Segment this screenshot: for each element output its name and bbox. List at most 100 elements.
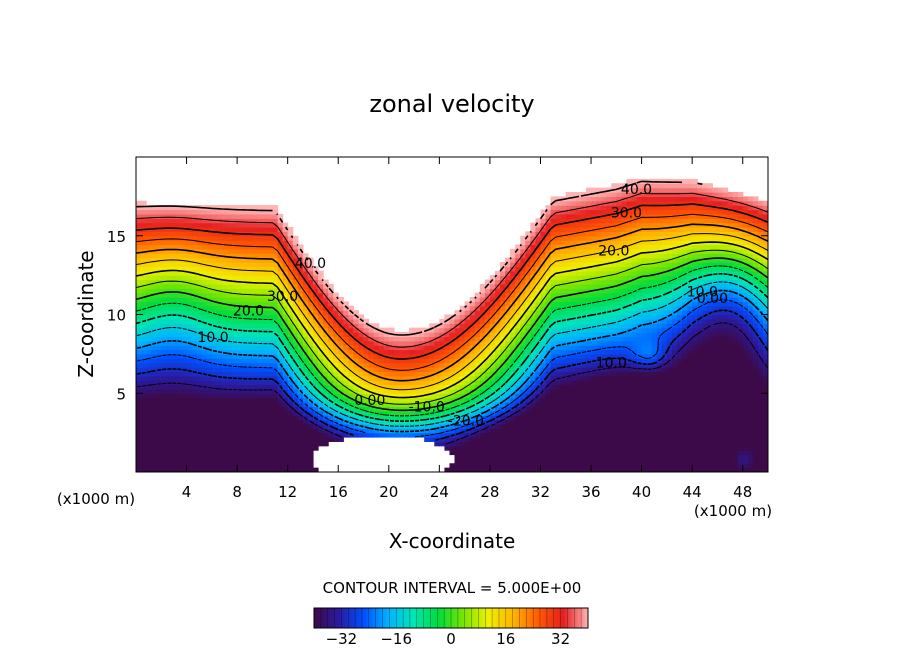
field-cell <box>484 362 491 368</box>
field-cell <box>267 410 274 416</box>
field-cell <box>611 467 617 472</box>
field-cell <box>621 406 628 412</box>
field-cell <box>682 323 688 329</box>
field-cell <box>752 388 759 394</box>
field-cell <box>631 437 638 442</box>
field-cell <box>565 318 572 324</box>
field-cell <box>580 283 587 289</box>
field-cell <box>530 349 537 355</box>
field-cell <box>242 358 248 364</box>
field-cell <box>626 305 633 311</box>
field-cell <box>494 454 501 460</box>
field-cell <box>535 419 542 425</box>
field-cell <box>176 410 183 416</box>
field-cell <box>444 367 451 372</box>
field-cell <box>227 288 233 294</box>
field-cell <box>227 327 233 333</box>
field-cell <box>312 314 319 320</box>
field-cell <box>697 450 703 456</box>
field-cell <box>287 450 294 456</box>
field-cell <box>540 388 547 394</box>
field-cell <box>747 345 754 351</box>
field-cell <box>469 332 476 337</box>
field-cell <box>757 454 764 460</box>
field-cell <box>631 450 638 456</box>
field-cell <box>722 450 729 456</box>
field-cell <box>616 345 622 351</box>
field-cell <box>575 310 582 316</box>
field-cell <box>136 454 142 460</box>
field-cell <box>328 419 334 425</box>
field-cell <box>348 305 355 311</box>
field-cell <box>666 428 673 434</box>
field-cell <box>656 327 663 333</box>
field-cell <box>500 310 506 316</box>
field-cell <box>752 415 759 421</box>
field-cell <box>621 393 628 399</box>
field-cell <box>565 437 572 442</box>
field-cell <box>596 345 602 351</box>
field-cell <box>343 353 349 359</box>
field-cell <box>671 283 678 289</box>
field-cell <box>328 380 334 386</box>
field-cell <box>666 336 673 342</box>
field-cell <box>591 292 597 298</box>
field-cell <box>151 423 157 429</box>
field-cell <box>292 410 299 416</box>
field-cell <box>161 406 167 412</box>
field-cell <box>591 380 597 386</box>
field-cell <box>621 375 628 381</box>
field-cell <box>242 428 248 434</box>
field-cell <box>596 314 602 320</box>
field-cell <box>575 349 582 355</box>
field-cell <box>257 380 263 386</box>
field-cell <box>287 419 294 425</box>
field-cell <box>353 402 360 407</box>
field-cell <box>146 463 152 469</box>
field-cell <box>201 332 208 337</box>
field-cell <box>530 467 537 472</box>
field-cell <box>166 406 172 412</box>
field-cell <box>742 393 749 399</box>
field-cell <box>146 310 152 316</box>
field-cell <box>702 410 708 416</box>
field-cell <box>176 297 183 302</box>
field-cell <box>585 410 592 416</box>
field-cell <box>712 358 719 364</box>
field-cell <box>520 362 526 368</box>
field-cell <box>378 423 385 429</box>
field-cell <box>257 362 263 368</box>
field-cell <box>232 397 238 403</box>
field-cell <box>221 432 228 438</box>
field-cell <box>565 358 572 364</box>
field-cell <box>520 419 526 425</box>
field-cell <box>237 432 243 438</box>
field-cell <box>449 415 456 421</box>
field-cell <box>429 371 435 377</box>
field-cell <box>302 292 309 298</box>
field-cell <box>762 288 768 294</box>
field-cell <box>722 292 729 298</box>
field-cell <box>611 397 617 403</box>
field-cell <box>247 402 253 407</box>
field-cell <box>626 367 633 372</box>
field-cell <box>626 375 633 381</box>
field-cell <box>757 301 764 307</box>
field-cell <box>206 450 213 456</box>
field-cell <box>267 458 274 464</box>
field-cell <box>252 415 258 421</box>
field-cell <box>469 336 476 342</box>
field-cell <box>186 437 193 442</box>
field-cell <box>242 367 248 372</box>
field-cell <box>141 423 147 429</box>
field-cell <box>141 375 147 381</box>
field-cell <box>312 327 319 333</box>
field-cell <box>358 415 365 421</box>
field-cell <box>515 371 521 377</box>
field-cell <box>616 415 622 421</box>
field-cell <box>459 323 466 329</box>
field-cell <box>287 441 294 447</box>
field-cell <box>211 388 218 394</box>
field-cell <box>717 441 724 447</box>
field-cell <box>282 388 289 394</box>
